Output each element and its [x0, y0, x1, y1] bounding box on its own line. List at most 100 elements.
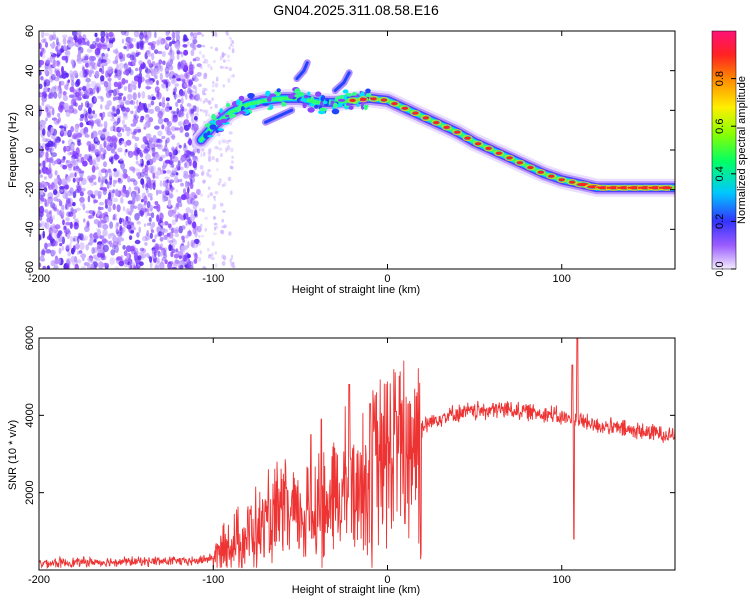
noise-dot: [147, 116, 154, 123]
noise-dot: [57, 231, 62, 237]
noise-dot: [91, 159, 96, 166]
noise-dot: [211, 241, 215, 247]
noise-dot: [104, 179, 108, 184]
noise-dot: [128, 61, 131, 66]
noise-dot: [77, 38, 83, 45]
noise-dot: [79, 196, 85, 203]
noise-dot: [80, 102, 84, 108]
ridge-blob: [228, 112, 234, 119]
noise-dot: [123, 96, 126, 101]
noise-dot: [161, 83, 167, 89]
noise-dot: [103, 161, 107, 168]
ridge-halo: [483, 145, 494, 152]
ridge-blob: [351, 92, 358, 96]
noise-dot: [165, 36, 172, 41]
noise-dot: [146, 134, 150, 139]
noise-dot: [60, 128, 64, 135]
noise-dot: [214, 103, 218, 109]
noise-dot: [171, 147, 176, 156]
ridge-core: [349, 98, 356, 102]
noise-dot: [107, 77, 112, 82]
ridge-blob: [360, 103, 365, 110]
noise-dot: [56, 198, 61, 202]
noise-dot: [159, 262, 165, 269]
noise-dot: [221, 66, 225, 69]
noise-dot: [188, 108, 195, 115]
noise-dot: [219, 65, 223, 69]
noise-dot: [175, 189, 179, 193]
spectrogram-ytick-label: -60: [24, 261, 36, 277]
noise-dot: [162, 148, 167, 152]
noise-dot: [77, 142, 83, 146]
noise-dot: [193, 43, 197, 51]
ridge-blob: [365, 88, 371, 94]
noise-dot: [64, 84, 68, 90]
noise-dot: [125, 107, 130, 113]
noise-dot: [58, 80, 62, 87]
noise-dot: [214, 145, 219, 150]
noise-dot: [116, 222, 120, 227]
noise-dot: [83, 154, 90, 160]
noise-dot: [56, 119, 60, 124]
noise-dot: [192, 36, 197, 45]
ridge-blob: [346, 102, 351, 106]
noise-dot: [144, 39, 149, 43]
noise-dot: [59, 74, 64, 79]
noise-dot: [157, 143, 163, 150]
noise-dot: [100, 31, 106, 38]
noise-dot: [89, 159, 93, 166]
noise-dot: [72, 238, 76, 242]
noise-dot: [66, 263, 70, 269]
noise-dot: [80, 114, 85, 119]
noise-dot: [211, 156, 215, 161]
noise-dot: [190, 209, 194, 215]
noise-dot: [177, 121, 183, 127]
noise-dot: [157, 130, 163, 137]
noise-dot: [168, 59, 173, 67]
noise-dot: [74, 125, 79, 133]
ridge-layer: [192, 59, 675, 197]
noise-dot: [208, 155, 211, 160]
noise-dot: [74, 172, 77, 178]
noise-dot: [148, 165, 154, 174]
noise-dot: [103, 175, 107, 184]
noise-dot: [131, 197, 136, 205]
noise-dot: [69, 105, 74, 109]
noise-dot: [105, 203, 108, 209]
noise-dot: [82, 160, 88, 167]
ridge-halo: [567, 179, 578, 186]
noise-dot: [146, 201, 151, 208]
noise-dot: [175, 172, 179, 176]
noise-dot: [181, 79, 186, 83]
noise-dot: [148, 108, 155, 114]
noise-dot: [116, 204, 121, 213]
noise-dot: [107, 66, 113, 74]
noise-dot: [84, 100, 90, 108]
noise-dot: [67, 251, 72, 257]
noise-dot: [144, 183, 149, 191]
noise-dot: [132, 264, 136, 269]
noise-dot: [178, 144, 182, 149]
noise-dot: [46, 112, 51, 116]
noise-dot: [148, 217, 152, 222]
noise-dot: [103, 81, 109, 88]
noise-dot: [231, 262, 235, 268]
noise-dot: [199, 164, 204, 170]
noise-dot: [182, 188, 187, 194]
noise-dot: [230, 147, 234, 153]
noise-dot: [67, 39, 71, 45]
ridge-core: [649, 186, 662, 190]
noise-dot: [50, 181, 55, 190]
noise-dot: [212, 204, 217, 208]
noise-dot: [127, 150, 134, 158]
noise-dot: [44, 222, 50, 230]
noise-dot: [165, 31, 170, 37]
ridge-blob: [309, 103, 315, 107]
noise-dot: [44, 202, 50, 207]
noise-dot: [129, 178, 136, 183]
noise-dot: [114, 70, 118, 77]
noise-dot: [164, 66, 170, 75]
noise-dot: [122, 206, 126, 212]
ridge-halo: [657, 184, 675, 191]
noise-dot: [145, 66, 149, 73]
